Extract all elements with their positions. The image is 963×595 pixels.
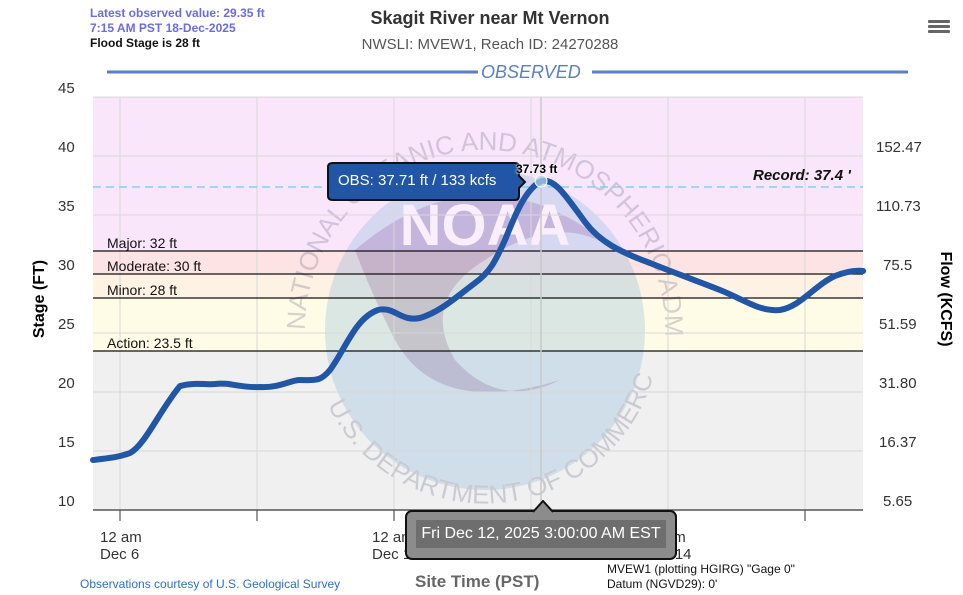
- latest-time: 7:15 AM PST 18-Dec-2025: [90, 21, 236, 35]
- y-tick-20: 20: [58, 375, 75, 392]
- usgs-credit-link[interactable]: Observations courtesy of U.S. Geological…: [80, 577, 341, 591]
- gridlines: [93, 96, 863, 510]
- y-axis-title-flow: Flow (KCFS): [937, 251, 954, 347]
- flow-tick-110: 110.73: [876, 198, 921, 215]
- obs-tooltip-text: OBS: 37.71 ft / 133 kcfs: [338, 172, 497, 189]
- hamburger-menu-icon[interactable]: [928, 18, 950, 36]
- crosshair-time-text: Fri Dec 12, 2025 3:00:00 AM EST: [416, 520, 666, 548]
- flood-stage: Flood Stage is 28 ft: [90, 36, 201, 50]
- tooltip-pointer: [533, 500, 553, 513]
- action-label: Action: 23.5 ft: [107, 335, 193, 351]
- x-axis-title: Site Time (PST): [415, 572, 540, 591]
- flow-tick-5: 5.65: [883, 493, 913, 510]
- chart-subtitle: NWSLI: MVEW1, Reach ID: 24270288: [361, 36, 619, 53]
- major-label: Major: 32 ft: [107, 235, 178, 251]
- y-tick-45: 45: [58, 80, 75, 97]
- svg-text:NOAA: NOAA: [400, 193, 571, 258]
- latest-marker: [860, 268, 866, 274]
- y-tick-35: 35: [58, 198, 75, 215]
- x-tick-dec6: 12 am Dec 6: [100, 529, 142, 563]
- peak-marker[interactable]: [534, 174, 548, 188]
- flow-tick-16: 16.37: [879, 434, 917, 451]
- datum-info: MVEW1 (plotting HGIRG) "Gage 0" Datum (N…: [607, 562, 795, 591]
- flow-tick-75: 75.5: [883, 257, 913, 274]
- observed-stage-line[interactable]: [90, 177, 866, 463]
- y-tick-15: 15: [58, 434, 75, 451]
- normal-band: [93, 351, 863, 510]
- y-axis-title-stage: Stage (FT): [31, 259, 48, 339]
- flow-tick-31: 31.80: [879, 375, 917, 392]
- observed-section-label: OBSERVED: [480, 62, 582, 83]
- y-tick-30: 30: [58, 257, 75, 274]
- chart-title: Skagit River near Mt Vernon: [370, 8, 610, 28]
- crosshair-time-tooltip: Fri Dec 12, 2025 3:00:00 AM EST: [405, 500, 677, 560]
- flow-tick-51: 51.59: [879, 316, 917, 333]
- y-tick-40: 40: [58, 139, 75, 156]
- obs-tooltip: [327, 162, 527, 201]
- y-tick-25: 25: [58, 316, 75, 333]
- action-band: [93, 298, 863, 351]
- latest-value: Latest observed value: 29.35 ft: [90, 6, 265, 20]
- record-label: Record: 37.4 ': [753, 167, 851, 184]
- peak-value-label: 37.73 ft: [516, 162, 558, 176]
- moderate-label: Moderate: 30 ft: [107, 258, 202, 274]
- latest-observation: Latest observed value: 29.35 ft 7:15 AM …: [90, 6, 265, 51]
- y-tick-10: 10: [58, 493, 75, 510]
- flow-tick-152: 152.47: [876, 139, 922, 156]
- minor-label: Minor: 28 ft: [107, 282, 178, 298]
